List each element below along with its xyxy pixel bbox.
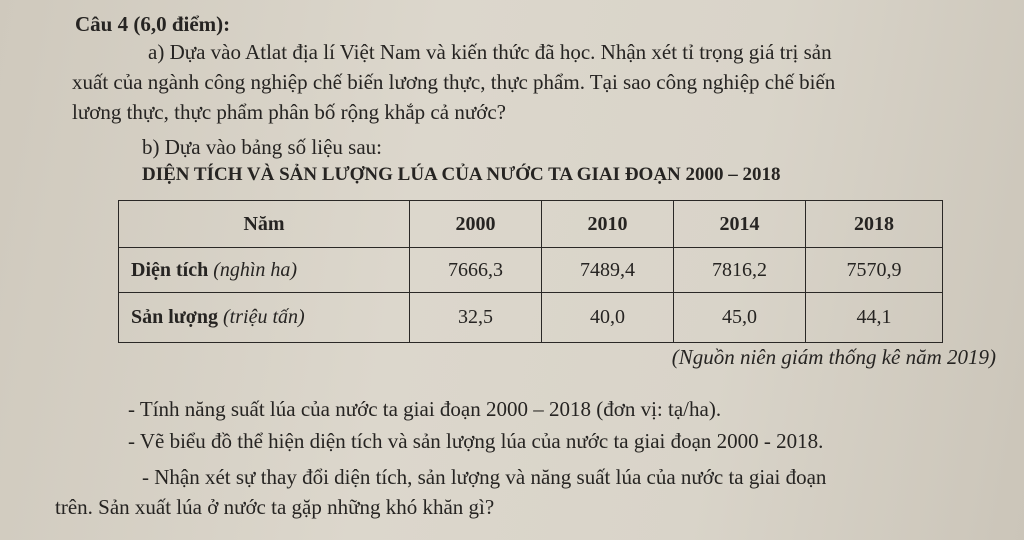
table-cell: 7666,3	[409, 247, 542, 293]
table-cell: 32,5	[409, 292, 542, 343]
table-source: (Nguồn niên giám thống kê năm 2019)	[671, 345, 996, 369]
task-3-line-1: - Nhận xét sự thay đổi diện tích, sản lư…	[142, 465, 827, 489]
table-cell: 7489,4	[541, 247, 674, 293]
table-cell: 45,0	[673, 292, 806, 343]
header-2000: 2000	[409, 200, 542, 248]
header-2018: 2018	[805, 200, 943, 248]
table-cell: 44,1	[805, 292, 943, 343]
row-label-text: Sản lượng	[131, 306, 219, 328]
header-2014: 2014	[673, 200, 806, 248]
part-a-line-1: a) Dựa vào Atlat địa lí Việt Nam và kiến…	[148, 40, 832, 64]
part-a-line-3: lương thực, thực phẩm phân bố rộng khắp …	[72, 100, 506, 124]
row-label: Sản lượng (triệu tấn)	[118, 292, 410, 343]
table-row: Diện tích (nghìn ha) 7666,3 7489,4 7816,…	[118, 247, 943, 293]
row-unit: (triệu tấn)	[223, 306, 305, 328]
data-table: Năm 2000 2010 2014 2018 Diện tích (nghìn…	[118, 200, 943, 343]
row-label: Diện tích (nghìn ha)	[118, 247, 410, 293]
row-unit: (nghìn ha)	[213, 258, 298, 281]
table-title: DIỆN TÍCH VÀ SẢN LƯỢNG LÚA CỦA NƯỚC TA G…	[142, 164, 781, 185]
part-b-intro: b) Dựa vào bảng số liệu sau:	[142, 135, 382, 159]
table-row: Sản lượng (triệu tấn) 32,5 40,0 45,0 44,…	[118, 292, 943, 343]
task-1: - Tính năng suất lúa của nước ta giai đo…	[128, 397, 722, 421]
task-3-line-2: trên. Sản xuất lúa ở nước ta gặp những k…	[55, 495, 495, 519]
question-heading: Câu 4 (6,0 điểm):	[75, 12, 231, 36]
part-a-line-2: xuất của ngành công nghiệp chế biến lươn…	[72, 70, 836, 94]
table-cell: 7816,2	[673, 247, 806, 293]
task-2: - Vẽ biểu đồ thể hiện diện tích và sản l…	[128, 429, 824, 453]
row-label-text: Diện tích	[131, 258, 209, 281]
header-2010: 2010	[541, 200, 674, 248]
table-header-row: Năm 2000 2010 2014 2018	[118, 200, 943, 248]
header-year: Năm	[118, 200, 410, 248]
table-cell: 7570,9	[805, 247, 943, 293]
table-cell: 40,0	[541, 292, 674, 343]
